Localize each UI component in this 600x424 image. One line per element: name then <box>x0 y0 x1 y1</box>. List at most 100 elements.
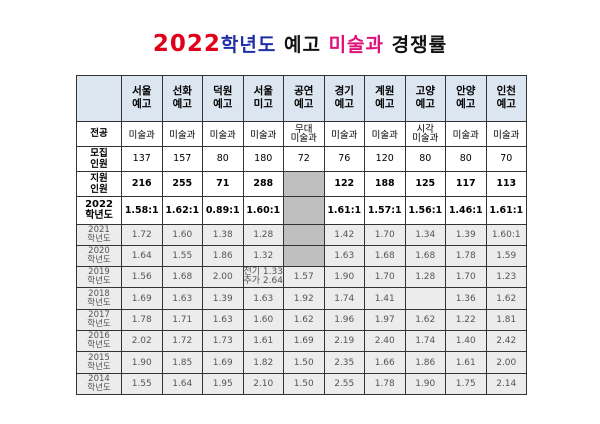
history-cell <box>283 244 325 268</box>
history-row: 2018 학년도 1.69 1.63 1.39 1.63 1.92 1.74 1.41 1.36 1… <box>76 287 527 310</box>
major-cell: 미술과 <box>242 120 284 147</box>
history-cell: 2.02 <box>121 330 163 353</box>
history-cell: 1.96 <box>323 308 365 332</box>
history-cell: 전기 1.33 추가 2.64 <box>242 266 284 289</box>
history-row: 2014 학년도 1.55 1.64 1.95 2.10 1.50 2.55 1.78 1.90 1… <box>76 372 527 396</box>
school-header: 서울 예고 <box>121 75 163 122</box>
history-cell: 1.63 <box>161 287 203 310</box>
history-row: 2021 학년도 1.72 1.60 1.38 1.28 1.42 1.70 1.34 1.39 1… <box>76 223 527 246</box>
history-cell: 1.39 <box>445 223 487 246</box>
history-row: 2015 학년도 1.90 1.85 1.69 1.82 1.50 2.35 1.66 1.86 1… <box>76 351 527 374</box>
history-cell: 1.97 <box>364 308 406 332</box>
header-corner <box>76 75 122 122</box>
history-cell <box>283 223 325 246</box>
ratio-cell: 1.56:1 <box>404 195 446 225</box>
history-cell: 1.81 <box>485 308 527 332</box>
history-cell: 1.95 <box>202 372 244 396</box>
school-header: 덕원 예고 <box>202 75 244 122</box>
school-header: 공연 예고 <box>283 75 325 122</box>
history-cell: 1.68 <box>364 244 406 268</box>
jiwon-cell: 255 <box>161 170 203 197</box>
history-cell: 2.00 <box>485 351 527 374</box>
history-cell: 1.68 <box>404 244 446 268</box>
school-header: 고양 예고 <box>404 75 446 122</box>
history-year-label: 2019 학년도 <box>76 266 122 289</box>
history-row: 2017 학년도 1.78 1.71 1.63 1.60 1.62 1.96 1.97 1.62 1… <box>76 308 527 332</box>
history-cell: 1.55 <box>161 244 203 268</box>
history-cell: 1.68 <box>161 266 203 289</box>
history-cell: 2.10 <box>242 372 284 396</box>
history-cell: 1.82 <box>242 351 284 374</box>
row-label-major: 전공 <box>76 120 122 147</box>
history-cell: 1.74 <box>404 330 446 353</box>
history-year-label: 2014 학년도 <box>76 372 122 396</box>
mojip-cell: 80 <box>202 145 244 172</box>
history-cell: 1.90 <box>323 266 365 289</box>
title-school-year: 학년도 <box>220 34 277 56</box>
history-cell: 1.50 <box>283 372 325 396</box>
history-year-label: 2021 학년도 <box>76 223 122 246</box>
major-cell: 미술과 <box>445 120 487 147</box>
history-cell: 1.61 <box>242 330 284 353</box>
history-cell: 1.90 <box>404 372 446 396</box>
competition-table: 서울 예고 선화 예고 덕원 예고 서울 미고 공연 예고 경기 예고 계원 예고 고양 예고 안양 예고 인천 예고… <box>76 75 527 396</box>
jiwon-cell: 113 <box>485 170 527 197</box>
history-cell: 1.71 <box>161 308 203 332</box>
title-arts-high: 예고 <box>283 34 321 56</box>
ratio-cell: 1.58:1 <box>121 195 163 225</box>
school-header: 경기 예고 <box>323 75 365 122</box>
history-cell: 1.55 <box>121 372 163 396</box>
history-cell: 1.64 <box>161 372 203 396</box>
history-year-label: 2020 학년도 <box>76 244 122 268</box>
history-cell: 1.72 <box>161 330 203 353</box>
history-cell: 2.55 <box>323 372 365 396</box>
history-cell: 1.41 <box>364 287 406 310</box>
school-header: 선화 예고 <box>161 75 203 122</box>
title-art-dept: 미술과 <box>328 34 385 56</box>
major-cell: 미술과 <box>323 120 365 147</box>
history-cell: 1.39 <box>202 287 244 310</box>
history-cell: 1.70 <box>364 223 406 246</box>
history-cell <box>404 287 446 310</box>
history-cell: 1.69 <box>202 351 244 374</box>
mojip-cell: 180 <box>242 145 284 172</box>
history-year-label: 2018 학년도 <box>76 287 122 310</box>
history-cell: 1.61 <box>445 351 487 374</box>
major-cell: 미술과 <box>121 120 163 147</box>
history-cell: 2.19 <box>323 330 365 353</box>
major-cell: 미술과 <box>364 120 406 147</box>
history-cell: 1.23 <box>485 266 527 289</box>
applicants-row: 지원 인원 216 255 71 288 122 188 125 117 113 <box>76 170 527 197</box>
jiwon-cell <box>283 170 325 197</box>
history-cell: 1.69 <box>121 287 163 310</box>
ratio-cell: 1.61:1 <box>323 195 365 225</box>
history-cell: 1.28 <box>404 266 446 289</box>
ratio-cell: 0.89:1 <box>202 195 244 225</box>
jiwon-cell: 117 <box>445 170 487 197</box>
major-cell: 무대 미술과 <box>283 120 325 147</box>
ratio-cell: 1.46:1 <box>445 195 487 225</box>
history-cell: 1.62 <box>404 308 446 332</box>
mojip-cell: 70 <box>485 145 527 172</box>
history-cell: 1.69 <box>283 330 325 353</box>
history-cell: 1.62 <box>283 308 325 332</box>
history-cell: 1.86 <box>202 244 244 268</box>
row-label-applicants: 지원 인원 <box>76 170 122 197</box>
page-title: 2022학년도 예고 미술과 경쟁률 <box>0 30 600 57</box>
history-cell: 1.78 <box>121 308 163 332</box>
history-cell: 1.60 <box>161 223 203 246</box>
mojip-cell: 76 <box>323 145 365 172</box>
mojip-cell: 80 <box>404 145 446 172</box>
history-cell: 2.40 <box>364 330 406 353</box>
history-row: 2020 학년도 1.64 1.55 1.86 1.32 1.63 1.68 1.68 1.78 1… <box>76 244 527 268</box>
major-row: 전공 미술과 미술과 미술과 미술과 무대 미술과 미술과 미술과 시각 미술과 미술과 미술과 <box>76 120 527 147</box>
history-cell: 1.59 <box>485 244 527 268</box>
history-cell: 1.36 <box>445 287 487 310</box>
history-cell: 1.78 <box>364 372 406 396</box>
school-header: 계원 예고 <box>364 75 406 122</box>
jiwon-cell: 125 <box>404 170 446 197</box>
history-year-label: 2017 학년도 <box>76 308 122 332</box>
row-label-ratio: 2022 학년도 <box>76 195 122 225</box>
mojip-cell: 120 <box>364 145 406 172</box>
history-cell: 1.38 <box>202 223 244 246</box>
